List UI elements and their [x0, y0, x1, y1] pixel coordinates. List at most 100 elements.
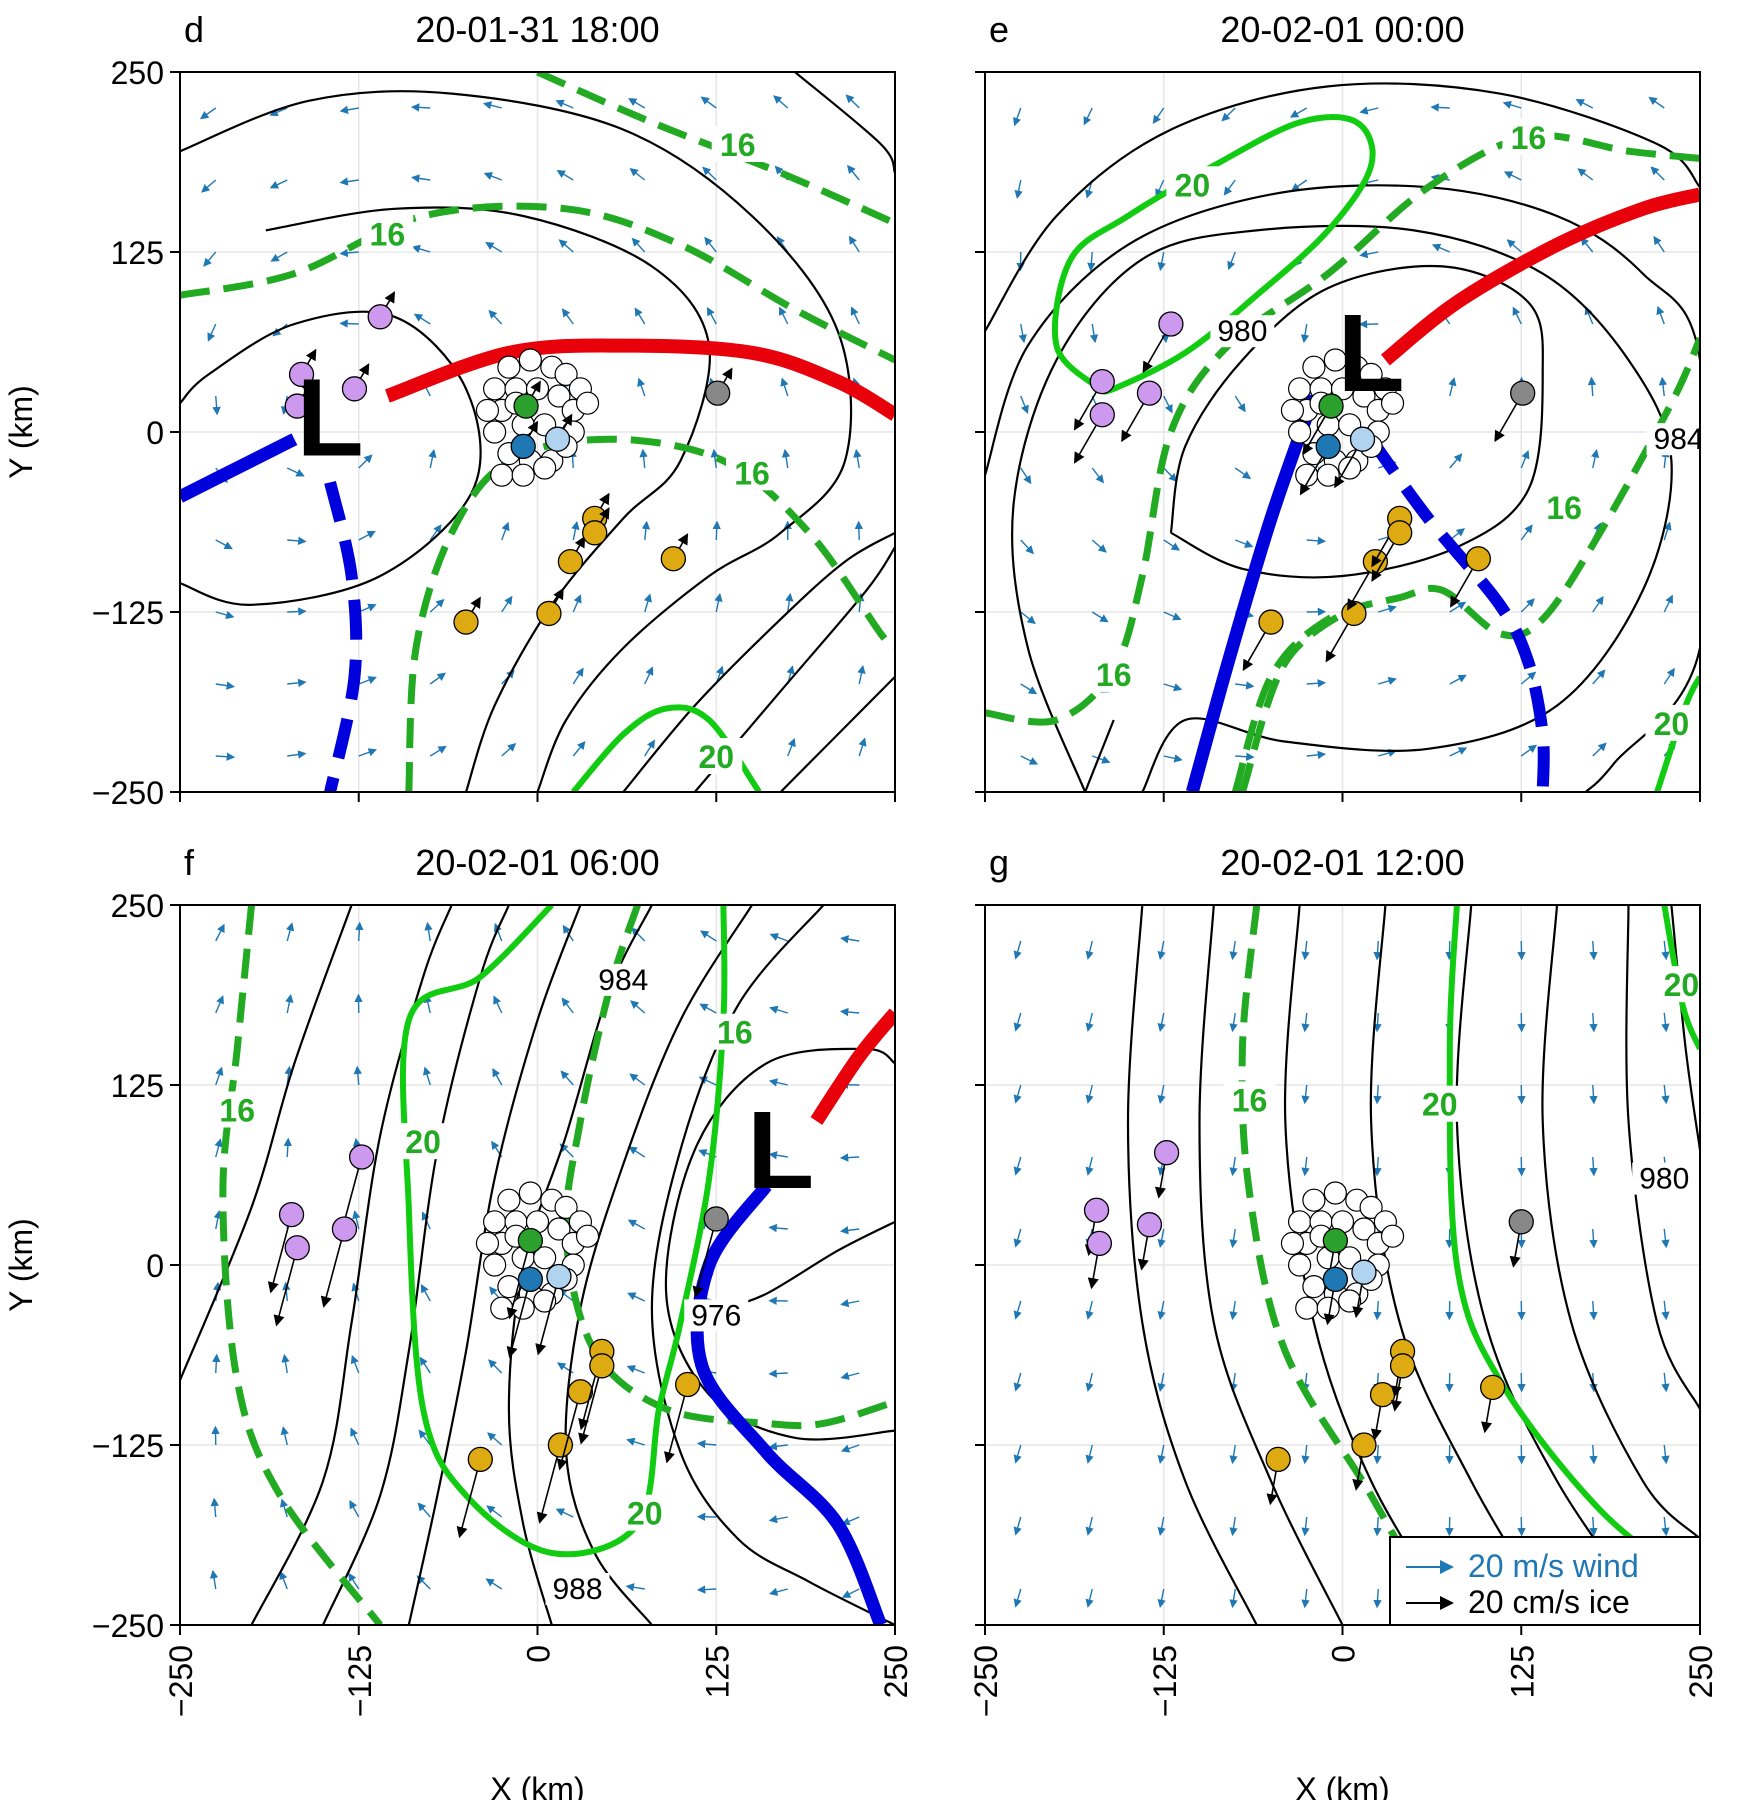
buoy-purple — [288, 361, 315, 388]
buoy-gold — [1387, 520, 1413, 546]
wind-arrow — [702, 166, 717, 181]
isobar-label-bg — [1646, 423, 1700, 456]
wind-arrow — [339, 105, 359, 114]
wind-arrow — [857, 664, 866, 685]
buoy-gold — [557, 548, 584, 575]
wind-arrow — [283, 1137, 293, 1158]
wind-arrow — [631, 927, 646, 942]
wind-arrow — [1013, 1300, 1022, 1320]
buoy-gold — [567, 1379, 594, 1405]
isobar-contour — [180, 310, 482, 606]
wind-arrow — [840, 935, 860, 944]
wind-arrow — [349, 1500, 360, 1518]
isobar-contour — [985, 184, 1700, 792]
wind-arrow — [1301, 940, 1310, 961]
panel-f: L 984 976 988 16 20 16 20 f 20-02-01 06:00 −250 −12… — [3, 842, 914, 1800]
buoy-white — [1352, 384, 1376, 408]
wind-arrow — [1229, 1588, 1238, 1609]
buoy-gold — [1369, 1381, 1396, 1408]
wind-arrow — [1592, 742, 1607, 757]
isobar-label: 984 — [1654, 423, 1704, 456]
wind-arrow — [285, 993, 294, 1014]
buoy-gold — [467, 1446, 493, 1473]
isobar-contour — [180, 90, 853, 792]
wind-arrow — [1587, 376, 1597, 397]
wind-arrow — [572, 594, 582, 613]
wind-arrow — [840, 1298, 860, 1308]
buoy-white — [1280, 398, 1305, 422]
wind-arrow — [1020, 539, 1034, 555]
warm-front — [1380, 187, 1700, 366]
wind-arrow — [339, 248, 359, 258]
x-tick-label: −125 — [1147, 1645, 1183, 1717]
wind-arrow — [287, 607, 307, 616]
isobar-label-bg — [1210, 315, 1275, 348]
wind-contour-16 — [1231, 336, 1700, 792]
wind-arrow — [1085, 1084, 1094, 1104]
wind-arrow — [410, 103, 431, 112]
buoy-gray — [1508, 1209, 1534, 1235]
wind-arrow — [201, 179, 217, 193]
wind-arrow — [1013, 1228, 1022, 1248]
wind-speed-label: 20 — [1664, 967, 1700, 1003]
buoy-purple — [1089, 402, 1115, 428]
wind-arrow — [704, 236, 717, 253]
wind-arrow — [1661, 1012, 1670, 1033]
wind-speed-label-bg — [397, 1123, 450, 1160]
buoy-green — [1322, 1227, 1348, 1254]
wind-speed-label-bg — [711, 126, 764, 162]
buoy-gray — [705, 380, 731, 406]
cold-front — [180, 433, 298, 503]
wind-arrow — [420, 1284, 431, 1302]
wind-arrow — [492, 1068, 503, 1086]
wind-arrow — [1301, 1084, 1310, 1105]
buoy-gold — [1389, 1353, 1416, 1379]
wind-arrow — [631, 237, 646, 253]
isobar-contour — [1670, 905, 1700, 1150]
wind-arrow — [1290, 179, 1308, 192]
buoy-white — [554, 362, 578, 386]
wind-arrow — [629, 1073, 646, 1086]
x-tick-label: 0 — [1326, 1645, 1362, 1663]
buoy-gold — [582, 520, 608, 546]
isobar-label-bg — [684, 1299, 749, 1332]
panel-d: L 16 16 16 20 d 20-01-31 18:00 −250 −125 0 125 250 Y… — [3, 9, 896, 811]
wind-arrow — [1013, 1444, 1022, 1464]
x-axis-label: X (km) — [1295, 1771, 1389, 1800]
wind-arrow — [339, 177, 359, 186]
wind-speed-label-bg — [361, 215, 414, 252]
buoy-white — [547, 384, 571, 408]
buoy-purple — [341, 376, 368, 402]
buoy-gray — [1510, 380, 1536, 406]
wind-speed-label-bg — [1166, 166, 1219, 203]
isobar-contour — [1126, 905, 1258, 1625]
wind-arrow — [1592, 595, 1604, 613]
wind-arrow — [779, 306, 789, 325]
wind-speed-label-bg — [1087, 655, 1140, 692]
wind-arrow — [1013, 1372, 1022, 1392]
wind-arrow — [1589, 1156, 1598, 1177]
wind-arrow — [1306, 679, 1327, 688]
wind-arrow — [487, 1432, 503, 1446]
wind-speed-label: 16 — [717, 1015, 753, 1051]
ice-drift-arrow — [556, 1391, 582, 1471]
wind-arrow — [1229, 1516, 1238, 1537]
wind-arrow — [1650, 166, 1665, 181]
wind-arrow — [1157, 1516, 1166, 1537]
wind-arrow — [1663, 667, 1675, 685]
wind-arrow — [639, 448, 648, 469]
wind-arrow — [350, 1427, 360, 1446]
wind-arrow — [1359, 106, 1379, 115]
wind-arrow — [1085, 1012, 1094, 1032]
wind-arrow — [1085, 1516, 1094, 1536]
wind-arrow — [215, 923, 225, 942]
wind-arrow — [1306, 536, 1327, 545]
panel-letter: f — [184, 842, 195, 883]
wind-arrow — [1431, 243, 1451, 253]
wind-contour-16 — [1239, 601, 1359, 792]
wind-arrow — [768, 1151, 788, 1160]
warm-front — [385, 338, 895, 421]
wind-arrow — [1653, 235, 1665, 253]
wind-arrow — [1157, 1084, 1166, 1105]
wind-arrow — [501, 595, 513, 613]
